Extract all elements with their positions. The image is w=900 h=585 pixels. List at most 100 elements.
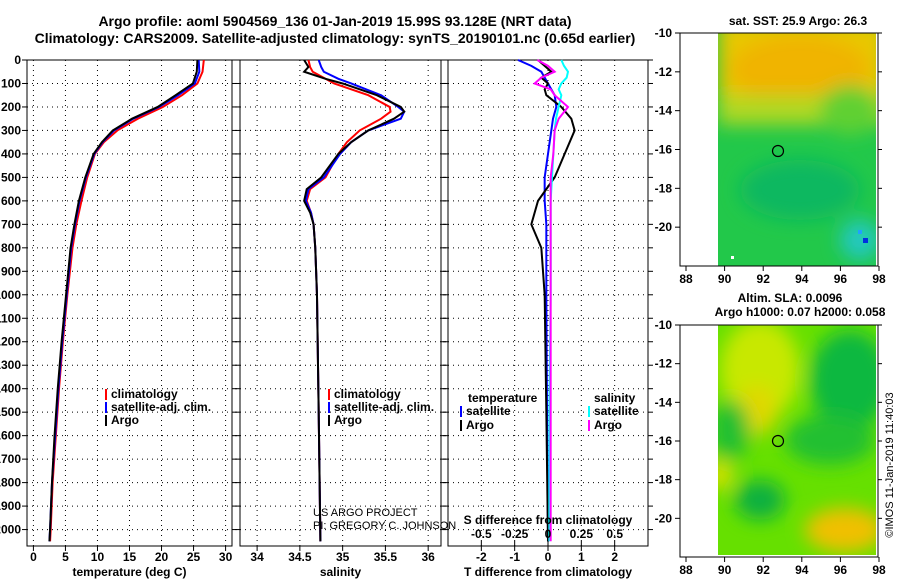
title-line2: Climatology: CARS2009. Satellite-adjuste… bbox=[35, 30, 636, 46]
y-tick-label: 1300 bbox=[0, 358, 21, 372]
series-line-argo bbox=[48, 59, 199, 542]
profile-panel-1: 0 5 10 15 20 25 300100200300400500600700800900… bbox=[0, 53, 237, 579]
map-y-tick-label: -12 bbox=[655, 65, 673, 79]
map-x-tick-label: 94 bbox=[795, 272, 809, 286]
x-tick-label: 34.5 bbox=[288, 550, 312, 564]
x-tick-label: 1 bbox=[578, 550, 585, 564]
plot-frame bbox=[26, 59, 233, 547]
map-y-tick-label: -10 bbox=[655, 26, 673, 40]
map-x-tick-label: 90 bbox=[718, 563, 732, 577]
y-tick-label: 300 bbox=[1, 123, 21, 137]
credit-line1: US ARGO PROJECT bbox=[313, 507, 418, 519]
series-line-argo bbox=[302, 59, 406, 542]
y-tick-label: 600 bbox=[1, 194, 21, 208]
sla-map-subtitle: Argo h1000: 0.07 h2000: 0.058 bbox=[715, 305, 886, 319]
y-tick-label: 1800 bbox=[0, 476, 21, 490]
plot-frame bbox=[239, 59, 442, 547]
secondary-x-tick-label: 0.5 bbox=[606, 527, 623, 541]
legend-label: Argo bbox=[594, 418, 622, 432]
x-axis-label: T difference from climatology bbox=[464, 565, 632, 579]
sla-map-field bbox=[718, 325, 876, 555]
map-x-tick-label: 92 bbox=[757, 272, 771, 286]
series-line-climatology bbox=[49, 59, 205, 542]
y-tick-label: 0 bbox=[14, 53, 21, 67]
legend-swatch bbox=[328, 415, 330, 426]
y-tick-label: 2000 bbox=[0, 523, 21, 537]
y-tick-label: 700 bbox=[1, 217, 21, 231]
legend-label: satellite bbox=[466, 404, 511, 418]
argo-location-marker bbox=[771, 144, 785, 158]
map-x-tick-label: 88 bbox=[679, 563, 693, 577]
title-line1: Argo profile: aoml 5904569_136 01-Jan-20… bbox=[98, 13, 571, 29]
x-tick-label: 0 bbox=[30, 550, 37, 564]
series-line-temperature-argo bbox=[530, 59, 576, 542]
y-tick-label: 400 bbox=[1, 147, 21, 161]
legend-swatch bbox=[328, 389, 330, 400]
y-tick-label: 900 bbox=[1, 264, 21, 278]
legend-label: satellite bbox=[594, 404, 639, 418]
y-tick-label: 1700 bbox=[0, 452, 21, 466]
x-tick-label: 25 bbox=[187, 550, 201, 564]
x-axis-label: temperature (deg C) bbox=[72, 565, 186, 579]
legend-swatch bbox=[588, 420, 590, 431]
legend-title-salinity: salinity bbox=[594, 391, 636, 405]
series-line-salinity-satellite bbox=[548, 59, 570, 542]
series-line-salinity-argo bbox=[532, 59, 570, 542]
legend-title-temperature: temperature bbox=[468, 391, 538, 405]
y-tick-label: 1100 bbox=[0, 311, 21, 325]
secondary-x-tick-label: -0.25 bbox=[501, 527, 529, 541]
x-tick-label: 20 bbox=[155, 550, 169, 564]
map-y-tick-label: -18 bbox=[655, 473, 673, 487]
secondary-x-tick-label: -0.5 bbox=[471, 527, 492, 541]
y-tick-label: 1200 bbox=[0, 335, 21, 349]
legend-swatch bbox=[328, 402, 330, 413]
x-tick-label: 2 bbox=[611, 550, 618, 564]
legend-swatch bbox=[588, 406, 590, 417]
series-line-satellite-adj-clim- bbox=[304, 59, 406, 542]
sst-map-field bbox=[718, 33, 876, 266]
y-tick-label: 1500 bbox=[0, 405, 21, 419]
map-y-tick-label: -14 bbox=[655, 395, 673, 409]
x-tick-label: 10 bbox=[91, 550, 105, 564]
sst-map-title: sat. SST: 25.9 Argo: 26.3 bbox=[729, 14, 868, 28]
map-y-tick-label: -14 bbox=[655, 104, 673, 118]
series-line-satellite-adj-clim- bbox=[48, 59, 201, 542]
legend-swatch bbox=[105, 402, 107, 413]
legend-label: climatology bbox=[334, 387, 401, 401]
legend-swatch bbox=[460, 420, 462, 431]
y-tick-label: 1600 bbox=[0, 429, 21, 443]
x-tick-label: 35 bbox=[336, 550, 350, 564]
x-tick-label: 30 bbox=[219, 550, 233, 564]
map-x-tick-label: 96 bbox=[834, 563, 848, 577]
map-x-tick-label: 94 bbox=[795, 563, 809, 577]
y-tick-label: 200 bbox=[1, 100, 21, 114]
legend-swatch bbox=[460, 406, 462, 417]
sla-map-title: Altim. SLA: 0.0096 bbox=[738, 291, 843, 305]
map-y-tick-label: -16 bbox=[655, 143, 673, 157]
map-y-tick-label: -18 bbox=[655, 181, 673, 195]
map-x-tick-label: 98 bbox=[872, 272, 886, 286]
map-x-tick-label: 92 bbox=[757, 563, 771, 577]
x-tick-label: -2 bbox=[476, 550, 487, 564]
y-tick-label: 1400 bbox=[0, 382, 21, 396]
legend-label: satellite-adj. clim. bbox=[111, 400, 211, 414]
timestamp: ©IMOS 11-Jan-2019 11:40:03 bbox=[884, 392, 896, 537]
x-tick-label: 0 bbox=[545, 550, 552, 564]
secondary-x-tick-label: 0 bbox=[545, 527, 552, 541]
profile-panel-2: 34 34.5 35 35.5 36 salinity climatologysatelli… bbox=[235, 59, 446, 579]
map-x-tick-label: 96 bbox=[834, 272, 848, 286]
secondary-x-tick-label: 0.25 bbox=[570, 527, 594, 541]
sla-map: Altim. SLA: 0.0096 Argo h1000: 0.07 h200… bbox=[655, 291, 886, 577]
x-tick-label: 35.5 bbox=[374, 550, 398, 564]
map-y-tick-label: -20 bbox=[655, 511, 673, 525]
y-tick-label: 1900 bbox=[0, 499, 21, 513]
y-tick-label: 100 bbox=[1, 76, 21, 90]
profile-panel-3: -2 -1 0 1 2T difference from climatology temp… bbox=[443, 59, 653, 579]
x-tick-label: 15 bbox=[123, 550, 137, 564]
legend-label: satellite-adj. clim. bbox=[334, 400, 434, 414]
sst-map: sat. SST: 25.9 Argo: 26.3 88 90 92 94 96 98 -1… bbox=[655, 14, 886, 286]
legend-swatch bbox=[105, 415, 107, 426]
x-tick-label: 36 bbox=[421, 550, 435, 564]
map-x-tick-label: 88 bbox=[679, 272, 693, 286]
